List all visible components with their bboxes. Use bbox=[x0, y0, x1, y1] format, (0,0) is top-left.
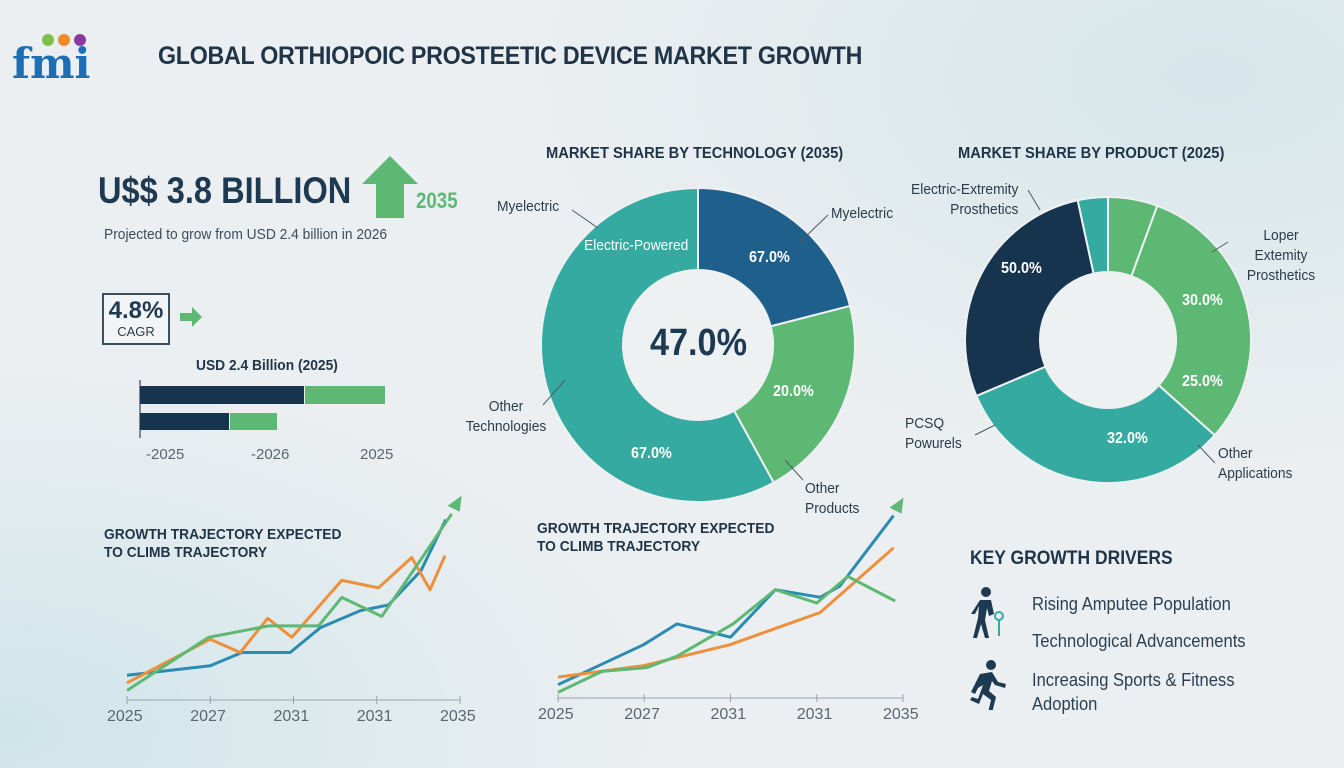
donut2-slice-label: 30.0% bbox=[1182, 292, 1223, 309]
bar-segment bbox=[230, 413, 277, 430]
bar-tick: 2025 bbox=[360, 446, 394, 463]
donut2-title: MARKET SHARE BY PRODUCT (2025) bbox=[958, 145, 1225, 162]
donut1-slice-label: 67.0% bbox=[631, 445, 672, 462]
line2-tick-label: 2027 bbox=[624, 706, 660, 723]
line2-tick-label: 2031 bbox=[710, 706, 747, 723]
donut2-slice-label: 32.0% bbox=[1107, 430, 1148, 447]
donut1-annotation: Other Technologies bbox=[465, 398, 547, 435]
page-title: GLOBAL ORTHIOPOIC PROSTEETIC DEVICE MARK… bbox=[158, 42, 863, 70]
line2-tick-label: 2035 bbox=[883, 706, 919, 723]
line1-tick-label: 2031 bbox=[356, 708, 393, 725]
driver-item: Technological Advancements bbox=[1032, 631, 1246, 651]
line1-title: GROWTH TRAJECTORY EXPECTED TO CLIMB TRAJ… bbox=[104, 526, 342, 561]
line2-tick-label: 2025 bbox=[538, 706, 574, 723]
leader-line bbox=[784, 459, 804, 481]
cagr-value: 4.8% bbox=[108, 297, 164, 324]
line1-series-blue bbox=[126, 518, 448, 677]
donut1-annotation: Electric-Powered bbox=[584, 237, 689, 254]
driver-item: Increasing Sports & Fitness Adoption bbox=[1032, 670, 1235, 714]
line2-series-orange bbox=[557, 546, 895, 679]
bar-chart-title: USD 2.4 Billion (2025) bbox=[196, 357, 338, 374]
right-arrow-icon bbox=[180, 307, 204, 332]
line1-tick-label: 2025 bbox=[107, 708, 143, 725]
bar-tick: -2026 bbox=[251, 446, 290, 463]
donut2-slice-label: 50.0% bbox=[1001, 260, 1042, 277]
donut2-hole bbox=[1040, 272, 1176, 408]
line2-tick-label: 2031 bbox=[796, 706, 833, 723]
line1-tick-label: 2035 bbox=[440, 708, 476, 725]
growth-subtitle: Projected to grow from USD 2.4 billion i… bbox=[104, 226, 388, 243]
bar-segment bbox=[305, 386, 385, 404]
line1-tick-label: 2027 bbox=[190, 708, 226, 725]
donut2-slice-label: 25.0% bbox=[1182, 373, 1223, 390]
donut1-center-label: 47.0% bbox=[650, 322, 747, 364]
up-arrow-icon bbox=[362, 156, 418, 223]
fmi-logo: fmi bbox=[10, 30, 125, 88]
donut1-slice-label: 67.0% bbox=[749, 249, 790, 266]
line1-tick-label: 2031 bbox=[273, 708, 310, 725]
line1-arrow-icon bbox=[447, 495, 462, 512]
target-year: 2035 bbox=[416, 188, 458, 213]
donut1-hole bbox=[623, 270, 773, 420]
bar-segment bbox=[140, 386, 304, 404]
leader-line bbox=[799, 214, 829, 243]
cagr-label: CAGR bbox=[117, 324, 155, 339]
donut1-annotation: Myelectric bbox=[831, 205, 894, 222]
leader-line bbox=[1211, 241, 1229, 253]
leader-line bbox=[1197, 444, 1216, 464]
driver-item: Rising Amputee Population bbox=[1032, 594, 1231, 614]
donut2-annotation: Loper Extemity Prosthetics bbox=[1246, 227, 1316, 284]
leader-line bbox=[1027, 189, 1041, 211]
drivers-title: KEY GROWTH DRIVERS bbox=[970, 548, 1173, 569]
line2-title: GROWTH TRAJECTORY EXPECTED TO CLIMB TRAJ… bbox=[537, 520, 775, 555]
bar-tick: -2025 bbox=[146, 446, 185, 463]
market-value: U$$ 3.8 BILLION bbox=[98, 170, 352, 211]
donut1-slice-label: 20.0% bbox=[773, 383, 814, 400]
cagr-box: 4.8% CAGR bbox=[102, 293, 170, 345]
donut1-annotation: Other Products bbox=[805, 480, 860, 517]
donut2-annotation: PCSQ Powurels bbox=[905, 415, 962, 452]
leader-line bbox=[542, 379, 566, 406]
runner-icon bbox=[966, 660, 1008, 715]
leader-line bbox=[974, 424, 996, 436]
leader-line bbox=[571, 209, 599, 229]
donut1-annotation: Myelectric bbox=[497, 198, 560, 215]
line2-arrow-icon bbox=[889, 497, 904, 514]
donut1-title: MARKET SHARE BY TECHNOLOGY (2035) bbox=[546, 145, 844, 162]
donut2-annotation: Electric-Extremity Prosthetics bbox=[911, 181, 1019, 218]
line1-series-orange bbox=[126, 554, 447, 685]
bar-segment bbox=[140, 413, 229, 430]
line2-series-green bbox=[557, 574, 896, 694]
svg-text:fmi: fmi bbox=[12, 39, 90, 82]
line1-series-green bbox=[126, 512, 453, 692]
amputee-icon bbox=[966, 586, 1008, 647]
donut2-annotation: Other Applications bbox=[1218, 445, 1293, 482]
